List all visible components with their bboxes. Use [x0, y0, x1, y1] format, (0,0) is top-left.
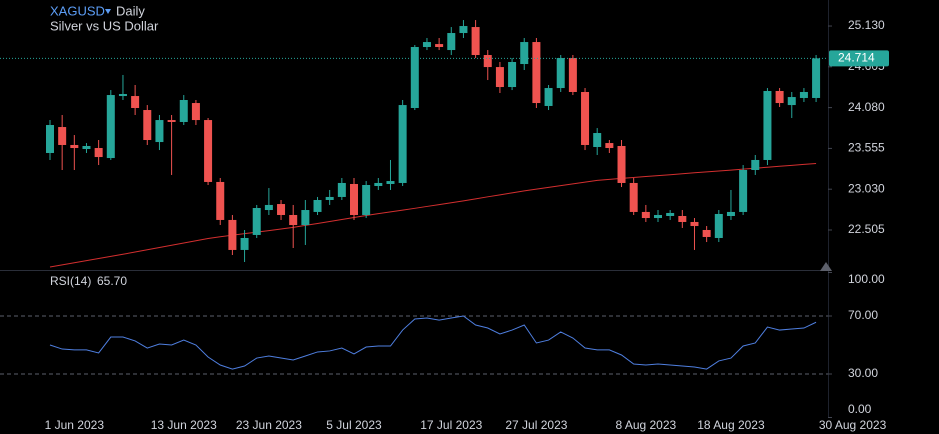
candle-body — [617, 145, 626, 183]
x-tick-label: 8 Aug 2023 — [615, 418, 676, 432]
candle-body — [106, 95, 115, 159]
candle-body — [629, 182, 638, 212]
candle-body — [763, 90, 772, 160]
candle-body — [508, 62, 517, 88]
y-tick-label: 25.130 — [848, 18, 885, 32]
moving-average — [49, 162, 817, 268]
candle-body — [654, 214, 662, 219]
candle-body — [666, 212, 675, 216]
candle-body — [143, 110, 152, 141]
candle-body — [459, 26, 468, 34]
candle-body — [301, 210, 310, 226]
x-tick-label: 27 Jul 2023 — [505, 418, 567, 432]
candle-body — [204, 120, 213, 182]
candle-body — [726, 211, 735, 216]
symbol-dropdown-icon[interactable] — [105, 9, 111, 14]
candle-body — [82, 145, 91, 150]
y-tick-label: 30.00 — [848, 366, 878, 380]
candle-body — [228, 219, 237, 250]
y-tick-label: 0.00 — [848, 402, 872, 416]
candle-body — [337, 182, 346, 197]
candle-body — [362, 184, 371, 215]
candle-body — [422, 42, 431, 48]
candle-body — [398, 105, 407, 183]
candle-body — [605, 143, 614, 149]
candle-body — [46, 125, 54, 153]
y-tick-label: 22.505 — [848, 222, 885, 236]
candle-body — [216, 181, 225, 220]
candle-body — [386, 181, 395, 184]
rsi-last-value: 65.70 — [97, 274, 127, 288]
candle-body — [58, 127, 67, 145]
x-tick-label: 13 Jun 2023 — [151, 418, 217, 432]
candle-body — [544, 88, 553, 106]
candle-body — [495, 67, 504, 88]
subtitle: Silver vs US Dollar — [50, 18, 159, 33]
candle-body — [581, 91, 590, 145]
candle-body — [678, 216, 687, 222]
x-tick-label: 23 Jun 2023 — [236, 418, 302, 432]
candle-body — [799, 91, 808, 98]
candle-body — [739, 170, 748, 212]
y-tick-label: 100.00 — [848, 272, 885, 286]
candle-body — [191, 103, 200, 121]
candle-body — [483, 55, 492, 68]
x-tick-label: 18 Aug 2023 — [697, 418, 765, 432]
y-tick-label: 23.030 — [848, 181, 885, 195]
y-tick-label: 24.080 — [848, 100, 885, 114]
candle-body — [289, 214, 298, 226]
candle-body — [787, 97, 796, 106]
candle-body — [812, 58, 821, 98]
rsi-line — [49, 315, 817, 370]
candle-body — [70, 144, 79, 149]
y-tick-label: 23.555 — [848, 141, 885, 155]
symbol[interactable]: XAGUSD — [50, 3, 105, 18]
candle-body — [751, 159, 760, 171]
candle-body — [532, 42, 541, 104]
candle-body — [593, 133, 602, 148]
candle-body — [520, 42, 529, 65]
candle-body — [568, 58, 577, 92]
candle-body — [155, 120, 164, 143]
candle-body — [775, 90, 784, 104]
candle-body — [714, 213, 723, 238]
candle-body — [167, 120, 176, 122]
y-tick-label: 70.00 — [848, 308, 878, 322]
candle-body — [264, 204, 273, 211]
candle-body — [374, 182, 383, 187]
candle-body — [435, 44, 444, 48]
last-price-label: 24.714 — [838, 51, 875, 65]
candle-body — [277, 204, 286, 215]
candle-body — [641, 211, 650, 219]
candle-body — [471, 27, 480, 56]
candle-body — [350, 183, 358, 215]
candle-body — [325, 196, 334, 200]
candle-body — [252, 207, 261, 235]
candle-body — [447, 33, 456, 51]
scroll-icon[interactable] — [820, 262, 832, 271]
candle-body — [240, 237, 249, 250]
candle-body — [410, 47, 419, 108]
last-price-badge — [829, 50, 889, 67]
candle-body — [556, 58, 565, 89]
x-tick-label: 1 Jun 2023 — [45, 418, 105, 432]
x-tick-label: 5 Jul 2023 — [326, 418, 382, 432]
x-tick-label: 30 Aug 2023 — [819, 418, 887, 432]
candle-body — [702, 229, 711, 237]
candle-body — [690, 221, 699, 227]
candle-body — [94, 148, 103, 158]
candle-body — [118, 94, 127, 97]
x-tick-label: 17 Jul 2023 — [420, 418, 482, 432]
rsi-title: RSI(14) — [50, 274, 91, 288]
candle-body — [313, 199, 322, 212]
interval[interactable]: Daily — [116, 3, 145, 18]
candle-body — [179, 99, 188, 122]
candle-body — [131, 96, 140, 108]
